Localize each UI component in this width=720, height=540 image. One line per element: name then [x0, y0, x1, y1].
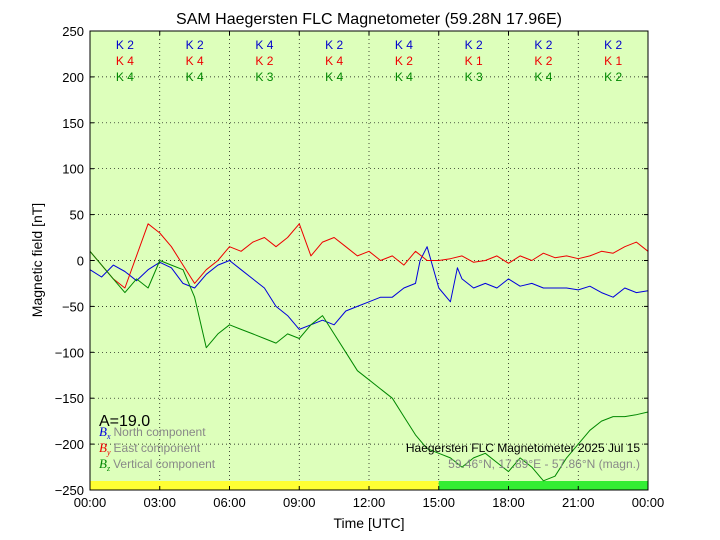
k-index-label: K 4	[325, 54, 343, 68]
x-tick-label: 00:00	[632, 495, 665, 510]
series-lines	[89, 223, 649, 482]
x-tick-label: 00:00	[74, 495, 107, 510]
k-index-label: K 2	[465, 38, 483, 52]
daylight-segment	[438, 481, 648, 490]
k-index-table: K 2 K 2 K 4 K 2 K 4 K 2 K 2 K 2 K 4 K 4 K 2 K 4 K 2 K…	[116, 38, 623, 84]
x-tick-label: 21:00	[562, 495, 595, 510]
series-line-east-component	[89, 223, 649, 289]
k-index-label: K 4	[325, 70, 343, 84]
k-index-label: K 2	[395, 54, 413, 68]
y-tick-label: −150	[55, 391, 84, 406]
k-index-label: K 4	[255, 38, 273, 52]
x-tick-label: 09:00	[283, 495, 316, 510]
axis-ticks: 00:00 03:00 06:00 09:00 12:00 15:00 18:00 21:00…	[55, 24, 665, 510]
k-index-label: K 2	[186, 38, 204, 52]
y-tick-label: 250	[62, 24, 84, 39]
k-index-label: K 2	[534, 54, 552, 68]
k-index-label: K 3	[255, 70, 273, 84]
x-tick-label: 18:00	[492, 495, 525, 510]
k-index-label: K 2	[325, 38, 343, 52]
legend-entry: By East component	[99, 440, 201, 457]
y-tick-label: −100	[55, 345, 84, 360]
coordinates-label: 59.46°N, 17.89°E - 57.86°N (magn.)	[448, 457, 640, 471]
k-index-label: K 1	[604, 54, 622, 68]
k-index-label: K 4	[395, 38, 413, 52]
series-line-north-component	[89, 246, 649, 330]
y-tick-label: 100	[62, 162, 84, 177]
y-tick-label: −50	[62, 299, 84, 314]
legend-entry: Bz Vertical component	[99, 456, 216, 473]
k-index-label: K 4	[186, 54, 204, 68]
y-tick-label: −250	[55, 483, 84, 498]
k-index-label: K 4	[116, 54, 134, 68]
k-index-label: K 2	[604, 70, 622, 84]
k-index-label: K 2	[534, 38, 552, 52]
y-tick-label: 200	[62, 70, 84, 85]
y-tick-label: 0	[77, 254, 84, 269]
x-tick-label: 12:00	[353, 495, 386, 510]
k-index-label: K 2	[255, 54, 273, 68]
grid	[90, 31, 648, 490]
k-index-label: K 4	[116, 70, 134, 84]
k-index-label: K 4	[534, 70, 552, 84]
legend-entry: Bx North component	[99, 424, 206, 441]
k-index-label: K 3	[465, 70, 483, 84]
k-index-label: K 2	[604, 38, 622, 52]
k-index-label: K 4	[186, 70, 204, 84]
daylight-bar	[90, 481, 648, 490]
k-index-label: K 1	[465, 54, 483, 68]
y-tick-label: 50	[70, 208, 84, 223]
x-tick-label: 15:00	[422, 495, 455, 510]
chart-title: SAM Haegersten FLC Magnetometer (59.28N …	[176, 11, 562, 28]
y-tick-label: −200	[55, 437, 84, 452]
x-axis-label: Time [UTC]	[333, 515, 404, 531]
y-tick-label: 150	[62, 116, 84, 131]
station-label: Haegersten FLC Magnetometer 2025 Jul 15	[406, 441, 640, 455]
k-index-label: K 2	[116, 38, 134, 52]
k-index-label: K 4	[395, 70, 413, 84]
x-tick-label: 03:00	[143, 495, 176, 510]
a-index: A=19.0	[99, 413, 150, 430]
daylight-segment	[90, 481, 439, 490]
x-tick-label: 06:00	[213, 495, 246, 510]
y-axis-label: Magnetic field [nT]	[29, 203, 45, 317]
series-line-vertical-component	[89, 250, 649, 482]
